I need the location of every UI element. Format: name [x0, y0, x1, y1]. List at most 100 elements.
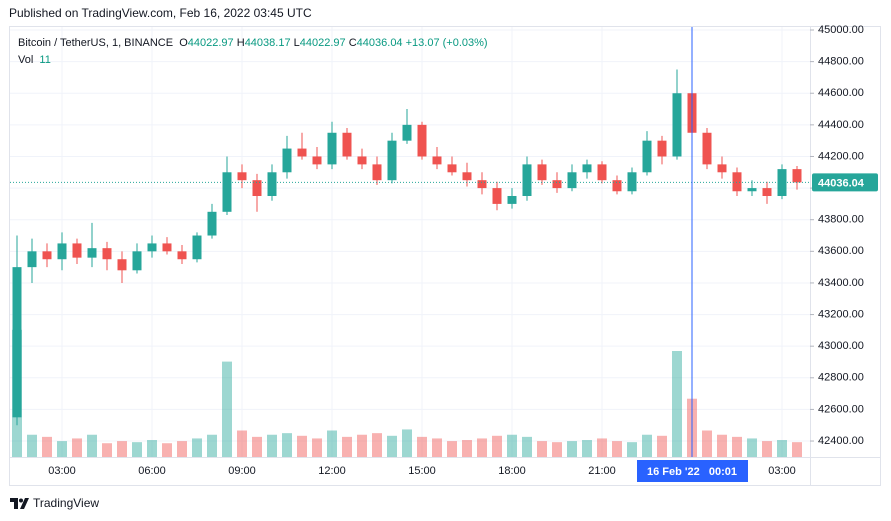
candle-body: [597, 164, 607, 181]
volume-bar: [657, 435, 667, 457]
candle-body: [117, 259, 127, 271]
candle-body: [672, 93, 682, 157]
candle-body: [297, 148, 307, 157]
candle-body: [537, 164, 547, 181]
candle-body: [222, 172, 232, 212]
candle-body: [162, 243, 172, 252]
volume-bar: [342, 436, 352, 457]
volume-bar: [507, 434, 517, 457]
candle-body: [552, 180, 562, 189]
legend-row: Bitcoin / TetherUS, 1, BINANCE O44022.97…: [18, 35, 488, 52]
candle-body: [447, 164, 457, 173]
volume-bar: [102, 443, 112, 457]
x-tick-label: 03:00: [48, 465, 76, 477]
volume-bar: [297, 435, 307, 457]
volume-bar: [732, 436, 742, 457]
volume-bar: [447, 441, 457, 457]
candle-body: [702, 132, 712, 165]
candle-body: [252, 180, 262, 196]
volume-bar: [282, 433, 292, 457]
change: +13.07 (+0.03%): [405, 37, 488, 49]
volume-bar: [57, 441, 67, 457]
x-tick-label: 18:00: [498, 465, 526, 477]
legend: Bitcoin / TetherUS, 1, BINANCE O44022.97…: [18, 35, 488, 69]
candle-body: [792, 169, 802, 183]
candle-body: [327, 132, 337, 165]
candle-body: [387, 140, 397, 181]
volume-bar: [72, 438, 82, 457]
volume-bar: [582, 440, 592, 457]
candle-body: [642, 140, 652, 173]
volume-row: Vol 11: [18, 52, 488, 69]
volume-bar: [267, 434, 277, 457]
volume-bar: [612, 441, 622, 457]
ohlc-label: C: [348, 37, 357, 49]
volume-bar: [462, 440, 472, 457]
brand-name: TradingView: [33, 496, 99, 510]
volume-pane: [12, 329, 802, 457]
candle-body: [462, 172, 472, 181]
last-price-label: 44036.04: [818, 177, 865, 189]
y-tick-label: 42800.00: [818, 372, 864, 384]
candle-body: [567, 172, 577, 189]
x-tick-label: 21:00: [588, 465, 616, 477]
y-tick-label: 44400.00: [818, 119, 864, 131]
volume-bar: [702, 430, 712, 457]
ohlc-label: L: [293, 37, 300, 49]
y-tick-label: 42600.00: [818, 403, 864, 415]
volume-bar: [567, 441, 577, 457]
volume-bar: [252, 436, 262, 457]
y-tick-label: 44800.00: [818, 56, 864, 68]
candle-body: [417, 124, 427, 157]
candle-body: [147, 243, 157, 252]
candle-body: [132, 251, 142, 271]
volume-bar: [237, 430, 247, 457]
frame: [9, 26, 881, 486]
candle-body: [717, 164, 727, 173]
candle-body: [57, 243, 67, 260]
volume-bar: [207, 434, 217, 457]
y-tick-label: 44200.00: [818, 150, 864, 162]
ohlc-value: 44038.17: [244, 37, 291, 49]
volume-bar: [762, 441, 772, 457]
volume-bar: [222, 361, 232, 457]
volume-bar: [357, 434, 367, 457]
ohlc-label: O: [179, 37, 188, 49]
x-tick-label: 15:00: [408, 465, 436, 477]
volume-bar: [522, 436, 532, 457]
candle-body: [762, 188, 772, 196]
candle-body: [492, 188, 502, 204]
ohlc-value: 44036.04: [356, 37, 403, 49]
candle-body: [372, 164, 382, 181]
volume-bar: [147, 440, 157, 457]
volume-bar: [747, 438, 757, 457]
candle-body: [432, 156, 442, 165]
candle-body: [612, 180, 622, 192]
candle-body: [42, 251, 52, 260]
candle-body: [402, 124, 412, 141]
volume-bar: [627, 442, 637, 457]
crosshair-tag: [637, 460, 748, 482]
volume-bar: [162, 443, 172, 457]
volume-bar: [492, 435, 502, 457]
volume-bar: [117, 441, 127, 457]
candle-body: [522, 164, 532, 196]
volume-bar: [537, 441, 547, 457]
candle-body: [342, 132, 352, 157]
x-tick-label: 03:00: [768, 465, 796, 477]
volume-bar: [87, 434, 97, 457]
candle-body: [312, 156, 322, 165]
volume-bar: [477, 438, 487, 457]
last-price-tag: [812, 173, 878, 192]
volume-bar: [717, 434, 727, 457]
y-tick-label: 42400.00: [818, 435, 864, 447]
ohlc: O44022.97 H44038.17 L44022.97 C44036.04: [179, 37, 405, 49]
candle-body: [12, 267, 22, 418]
candle-body: [627, 172, 637, 192]
volume-bar: [372, 433, 382, 457]
x-tick-label: 12:00: [318, 465, 346, 477]
candle-body: [207, 211, 217, 236]
candle-body: [87, 248, 97, 258]
